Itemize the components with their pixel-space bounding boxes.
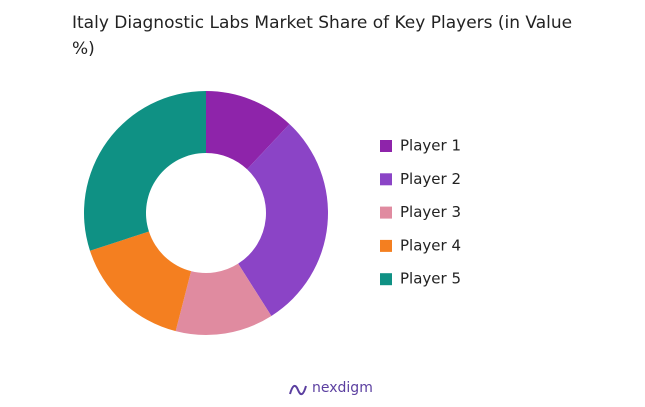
logo: nexdigm (289, 380, 373, 396)
legend-swatch (380, 140, 392, 152)
donut-slice (89, 231, 192, 332)
legend-label: Player 5 (400, 270, 461, 288)
legend-label: Player 3 (400, 203, 461, 221)
legend-label: Player 4 (400, 236, 461, 254)
legend-label: Player 2 (400, 170, 461, 188)
chart-title: Italy Diagnostic Labs Market Share of Ke… (72, 13, 573, 59)
donut-slice (83, 91, 206, 251)
logo-icon (289, 384, 307, 396)
donut-slice (238, 124, 328, 317)
donut-slice (206, 91, 290, 170)
legend-swatch (380, 173, 392, 186)
legend-swatch (380, 273, 392, 286)
legend-label: Player 1 (400, 137, 461, 155)
legend-swatch (380, 206, 392, 219)
logo-text: nexdigm (312, 380, 373, 396)
legend-swatch (380, 239, 392, 252)
donut-slice (175, 263, 272, 335)
